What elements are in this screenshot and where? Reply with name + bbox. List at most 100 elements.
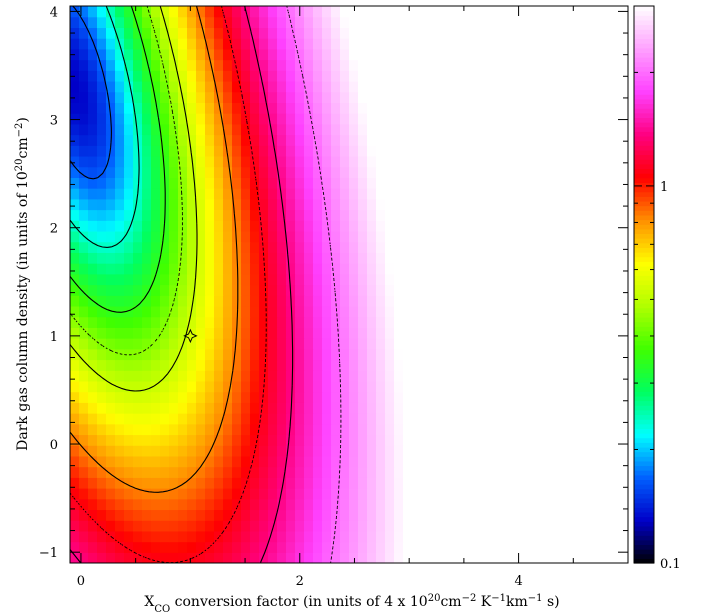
heatmap-cell xyxy=(205,295,215,307)
heatmap-cell xyxy=(502,38,512,50)
heatmap-cell xyxy=(430,70,440,82)
heatmap-cell xyxy=(529,498,539,511)
heatmap-cell xyxy=(421,455,431,468)
heatmap-cell xyxy=(430,220,440,232)
heatmap-cell xyxy=(160,391,170,403)
heatmap-cell xyxy=(349,134,359,146)
heatmap-cell xyxy=(583,541,593,553)
heatmap-cell xyxy=(385,434,395,446)
heatmap-cell xyxy=(538,16,548,29)
heatmap-cell xyxy=(394,477,404,489)
heatmap-cell xyxy=(142,509,152,521)
heatmap-cell xyxy=(502,59,512,71)
heatmap-cell xyxy=(376,380,386,393)
heatmap-cell xyxy=(475,166,485,178)
heatmap-cell xyxy=(205,230,215,243)
heatmap-cell xyxy=(385,338,395,350)
y-tick-label: 0 xyxy=(50,438,58,453)
heatmap-cell xyxy=(574,91,584,103)
heatmap-cell xyxy=(313,134,323,146)
axis-title-part: −2 xyxy=(14,123,25,138)
heatmap-cell xyxy=(250,123,260,136)
heatmap-cell xyxy=(214,477,224,489)
heatmap-cell xyxy=(430,413,440,425)
heatmap-cell xyxy=(376,413,386,425)
heatmap-cell xyxy=(385,284,395,296)
heatmap-cell xyxy=(367,230,377,243)
heatmap-cell xyxy=(466,48,476,61)
heatmap-cell xyxy=(493,273,503,286)
heatmap-cell xyxy=(295,338,305,350)
heatmap-cell xyxy=(403,188,413,200)
heatmap-cell xyxy=(232,155,242,168)
heatmap-cell xyxy=(160,123,170,136)
heatmap-cell xyxy=(295,370,305,382)
heatmap-cell xyxy=(466,391,476,403)
colorbar-swatch xyxy=(634,409,654,416)
heatmap-cell xyxy=(592,359,602,371)
heatmap-cell xyxy=(430,241,440,253)
heatmap-cell xyxy=(412,241,422,253)
heatmap-cell xyxy=(457,113,467,125)
heatmap-cell xyxy=(106,252,116,264)
heatmap-cell xyxy=(151,27,161,39)
heatmap-cell xyxy=(295,488,305,500)
heatmap-cell xyxy=(394,530,404,543)
heatmap-cell xyxy=(448,423,458,436)
heatmap-cell xyxy=(592,198,602,211)
heatmap-cell xyxy=(241,252,251,264)
heatmap-cell xyxy=(439,113,449,125)
heatmap-cell xyxy=(304,91,314,103)
heatmap-cell xyxy=(277,477,287,489)
heatmap-cell xyxy=(97,27,107,39)
heatmap-cell xyxy=(412,38,422,50)
heatmap-cell xyxy=(205,359,215,371)
heatmap-cell xyxy=(124,102,134,114)
heatmap-cell xyxy=(133,284,143,296)
heatmap-cell xyxy=(448,338,458,350)
heatmap-cell xyxy=(88,380,98,393)
heatmap-cell xyxy=(592,530,602,543)
heatmap-cell xyxy=(439,359,449,371)
heatmap-cell xyxy=(178,27,188,39)
heatmap-cell xyxy=(601,16,611,29)
colorbar-swatch xyxy=(634,372,654,378)
heatmap-cell xyxy=(304,305,314,318)
heatmap-cell xyxy=(565,91,575,103)
heatmap-cell xyxy=(556,316,566,328)
heatmap-cell xyxy=(232,295,242,307)
heatmap-cell xyxy=(367,273,377,286)
heatmap-cell xyxy=(403,466,413,478)
heatmap-cell xyxy=(196,413,206,425)
heatmap-cell xyxy=(475,477,485,489)
heatmap-cell xyxy=(547,466,557,478)
heatmap-cell xyxy=(610,155,620,168)
heatmap-cell xyxy=(340,541,350,553)
heatmap-cell xyxy=(205,466,215,478)
heatmap-cell xyxy=(97,284,107,296)
heatmap-cell xyxy=(187,27,197,39)
heatmap-cell xyxy=(502,338,512,350)
heatmap-cell xyxy=(151,370,161,382)
heatmap-cell xyxy=(529,370,539,382)
heatmap-cell xyxy=(403,477,413,489)
heatmap-cell xyxy=(574,552,584,563)
heatmap-cell xyxy=(88,370,98,382)
heatmap-cell xyxy=(610,530,620,543)
heatmap-cell xyxy=(601,391,611,403)
heatmap-cell xyxy=(340,413,350,425)
heatmap-cell xyxy=(232,263,242,275)
heatmap-cell xyxy=(556,370,566,382)
heatmap-cell xyxy=(592,316,602,328)
heatmap-cell xyxy=(556,434,566,446)
heatmap-cell xyxy=(556,445,566,457)
colorbar-swatch xyxy=(634,89,654,95)
heatmap-cell xyxy=(340,455,350,468)
heatmap-cell xyxy=(313,316,323,328)
heatmap-cell xyxy=(412,134,422,146)
heatmap-cell xyxy=(313,466,323,478)
heatmap-cell xyxy=(268,6,278,18)
heatmap-cell xyxy=(376,445,386,457)
heatmap-cell xyxy=(574,38,584,50)
